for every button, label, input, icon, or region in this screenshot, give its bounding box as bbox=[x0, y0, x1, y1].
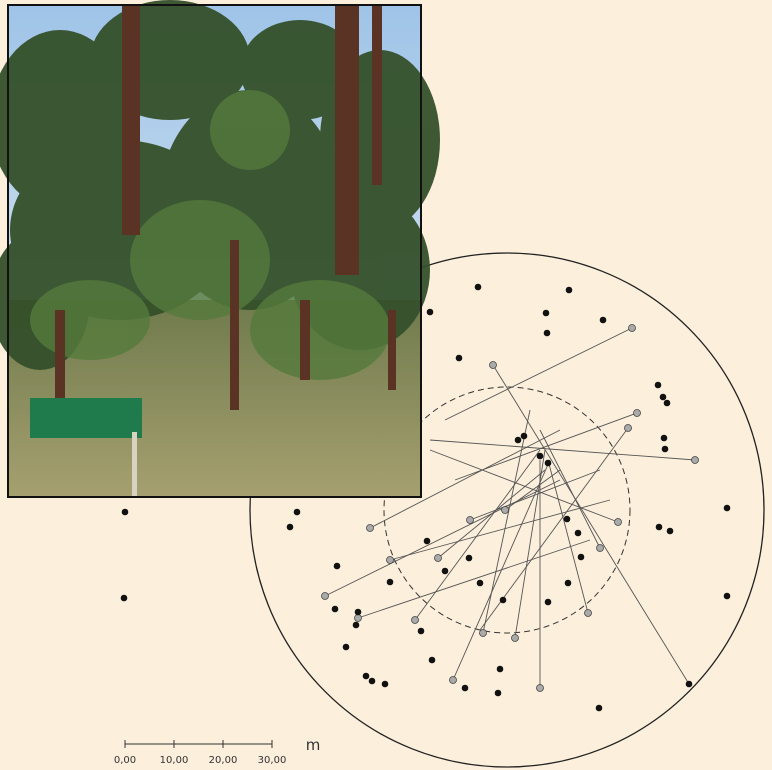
tree bbox=[544, 459, 552, 467]
marked-tree bbox=[321, 592, 329, 600]
link-line bbox=[414, 449, 541, 621]
tree bbox=[496, 665, 504, 673]
tree bbox=[381, 680, 389, 688]
tree bbox=[520, 432, 528, 440]
marked-tree bbox=[633, 409, 641, 417]
tree bbox=[417, 627, 425, 635]
tree bbox=[660, 434, 668, 442]
photo bbox=[0, 0, 440, 498]
marked-tree bbox=[624, 424, 632, 432]
tree bbox=[595, 704, 603, 712]
tree bbox=[666, 527, 674, 535]
tree bbox=[536, 452, 544, 460]
marked-tree bbox=[614, 518, 622, 526]
tree bbox=[476, 579, 484, 587]
marked-tree bbox=[536, 684, 544, 692]
link-line bbox=[429, 439, 696, 461]
tree bbox=[544, 598, 552, 606]
link-line bbox=[547, 459, 589, 614]
link-line bbox=[514, 449, 546, 639]
core-circle bbox=[383, 386, 631, 634]
marked-tree bbox=[449, 676, 457, 684]
scale-label: 30,00 bbox=[258, 755, 287, 766]
link-line bbox=[444, 327, 633, 421]
tree bbox=[564, 579, 572, 587]
tree bbox=[563, 515, 571, 523]
marked-tree bbox=[596, 544, 604, 552]
scale-label: 20,00 bbox=[209, 755, 238, 766]
marked-tree bbox=[584, 609, 592, 617]
tree bbox=[565, 286, 573, 294]
scale-unit: m bbox=[306, 736, 321, 754]
tree bbox=[426, 308, 434, 316]
tree bbox=[120, 594, 128, 602]
marked-tree bbox=[466, 516, 474, 524]
marked-tree bbox=[354, 614, 362, 622]
link-line bbox=[452, 459, 551, 681]
tree bbox=[574, 529, 582, 537]
link-line bbox=[469, 469, 601, 521]
tree bbox=[352, 621, 360, 629]
tree bbox=[661, 445, 669, 453]
tree bbox=[655, 523, 663, 531]
tree bbox=[354, 608, 362, 616]
tree bbox=[428, 656, 436, 664]
tree bbox=[543, 329, 551, 337]
plot-boundary bbox=[249, 252, 765, 768]
tree bbox=[293, 508, 301, 516]
tree bbox=[577, 553, 585, 561]
tree bbox=[659, 393, 667, 401]
scale-label: 10,00 bbox=[160, 755, 189, 766]
marked-tree bbox=[479, 629, 487, 637]
link-line bbox=[479, 427, 629, 631]
tree bbox=[514, 436, 522, 444]
marked-tree bbox=[691, 456, 699, 464]
tree bbox=[654, 381, 662, 389]
tree bbox=[362, 672, 370, 680]
link-line bbox=[482, 409, 531, 634]
marked-tree bbox=[366, 524, 374, 532]
marked-tree bbox=[501, 506, 509, 514]
marked-tree bbox=[411, 616, 419, 624]
link-line bbox=[324, 479, 561, 597]
tree bbox=[461, 684, 469, 692]
marked-tree bbox=[489, 361, 497, 369]
tree bbox=[499, 596, 507, 604]
marked-tree bbox=[628, 324, 636, 332]
scale-label: 0,00 bbox=[114, 755, 136, 766]
tree bbox=[599, 316, 607, 324]
tree-map bbox=[120, 252, 765, 768]
tree bbox=[455, 354, 463, 362]
tree bbox=[685, 680, 693, 688]
tree bbox=[342, 643, 350, 651]
link-line bbox=[437, 469, 546, 559]
tree bbox=[441, 567, 449, 575]
link-line bbox=[429, 449, 619, 523]
link-line bbox=[539, 429, 601, 549]
tree bbox=[423, 537, 431, 545]
tree bbox=[723, 592, 731, 600]
marked-tree bbox=[434, 554, 442, 562]
tree bbox=[386, 578, 394, 586]
tree bbox=[465, 554, 473, 562]
tree bbox=[494, 689, 502, 697]
link-line bbox=[357, 539, 591, 619]
tree bbox=[663, 399, 671, 407]
tree bbox=[474, 283, 482, 291]
marked-tree bbox=[386, 556, 394, 564]
link-line bbox=[492, 364, 690, 685]
link-line bbox=[369, 429, 561, 529]
tree bbox=[121, 508, 129, 516]
tree bbox=[286, 523, 294, 531]
tree bbox=[368, 677, 376, 685]
link-line bbox=[389, 499, 611, 561]
scale-bar: m 0,00 10,00 20,00 30,00 bbox=[114, 736, 320, 766]
tree bbox=[333, 562, 341, 570]
tree bbox=[331, 605, 339, 613]
tree bbox=[723, 504, 731, 512]
tree bbox=[542, 309, 550, 317]
marked-tree bbox=[511, 634, 519, 642]
